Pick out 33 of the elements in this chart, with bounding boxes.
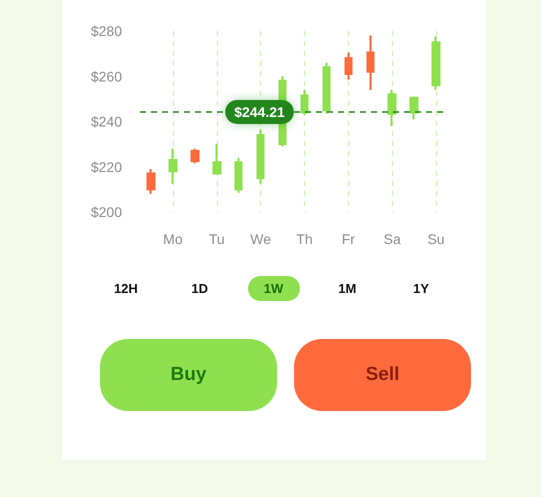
- y-tick-label: $260: [90, 68, 122, 84]
- candlestick: [322, 62, 330, 115]
- text: 1W: [262, 280, 284, 297]
- x-tick-label: Su: [427, 231, 445, 247]
- y-tick-label: $280: [90, 23, 122, 39]
- candlestick: [190, 148, 200, 164]
- candlestick: [300, 88, 308, 116]
- candlestick: [212, 143, 222, 176]
- candlestick: [168, 148, 178, 185]
- text: 1Y: [412, 280, 430, 297]
- y-tick-label: $220: [90, 158, 122, 175]
- x-tick-label: Th: [296, 231, 313, 247]
- candlestick: [388, 88, 396, 128]
- text: Buy: [170, 364, 208, 386]
- ref-line-label: $244.21: [234, 104, 286, 120]
- text: 1M: [337, 280, 358, 297]
- candlestick: [256, 128, 264, 185]
- text: 12H: [112, 280, 139, 297]
- candlestick: [234, 156, 242, 194]
- candlestick: [366, 34, 374, 91]
- candlestick: [146, 168, 156, 195]
- text: 1D: [190, 280, 209, 297]
- x-tick-label: Fr: [342, 231, 356, 247]
- candlestick: [410, 96, 418, 120]
- candlestick: [432, 36, 440, 91]
- text: Sell: [364, 364, 400, 386]
- x-tick-label: Sa: [384, 231, 401, 247]
- x-tick-label: Mo: [163, 231, 183, 247]
- x-tick-label: Tu: [208, 231, 225, 247]
- y-tick-label: $200: [90, 204, 122, 220]
- x-tick-label: We: [250, 231, 272, 247]
- candlestick: [344, 51, 352, 81]
- y-tick-label: $240: [90, 114, 122, 130]
